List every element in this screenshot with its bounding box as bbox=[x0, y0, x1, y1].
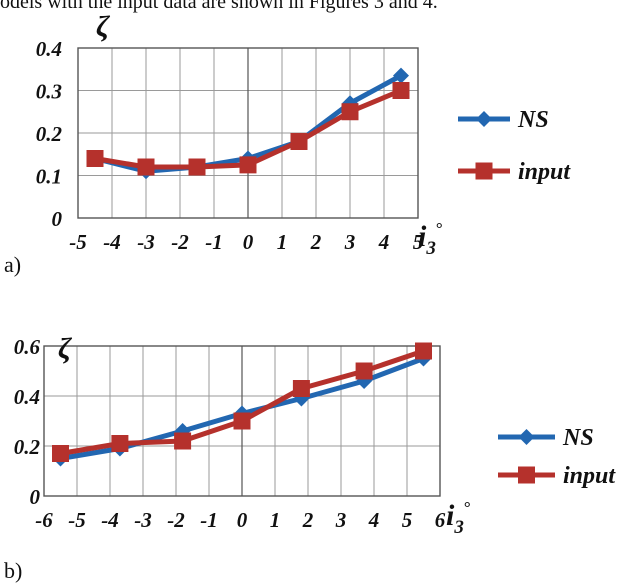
x-tick-label: -5 bbox=[68, 508, 86, 532]
data-point-input bbox=[239, 156, 257, 174]
x-tick-label: 3 bbox=[344, 230, 356, 254]
data-point-input bbox=[290, 133, 308, 150]
x-tick-label: 0 bbox=[243, 230, 254, 254]
data-point-input bbox=[341, 103, 359, 121]
x-tick-label: -3 bbox=[137, 230, 155, 254]
data-point-input bbox=[355, 362, 373, 380]
y-tick-label: 0.4 bbox=[14, 385, 40, 409]
x-tick-label: 5 bbox=[413, 230, 424, 254]
panel-label: a) bbox=[4, 252, 21, 277]
legend-marker-input bbox=[518, 466, 535, 484]
chart-a: -5 -4 -3 -2 -1 0 1 2 3 4 500.10.20.30.4ζi3°NSinput… bbox=[4, 10, 571, 277]
y-tick-label: 0 bbox=[52, 207, 63, 231]
y-tick-label: 0.3 bbox=[36, 80, 62, 104]
x-tick-label: -4 bbox=[101, 508, 119, 532]
data-point-input bbox=[111, 435, 129, 452]
chart-b: -6 -5 -4 -3 -2 -1 0 1 2 3 4 5 600.20.40.6 ζi3°NSinput… bbox=[4, 332, 616, 583]
data-point-input bbox=[174, 432, 192, 450]
x-tick-label: -1 bbox=[205, 230, 223, 254]
panel-label: b) bbox=[4, 558, 22, 583]
data-point-input bbox=[233, 412, 251, 430]
y-axis-label: ζ bbox=[96, 10, 111, 43]
legend-label-input: input bbox=[518, 159, 571, 185]
series-input bbox=[86, 82, 410, 176]
data-point-input bbox=[137, 158, 155, 176]
y-tick-label: 0.4 bbox=[36, 37, 62, 61]
x-tick-label: 6 bbox=[435, 508, 446, 532]
y-axis-label: ζ bbox=[58, 332, 73, 365]
x-tick-label: 1 bbox=[270, 508, 281, 532]
x-tick-label: -1 bbox=[200, 508, 218, 532]
legend-marker-input bbox=[475, 162, 493, 180]
series-input bbox=[52, 342, 432, 462]
x-tick-label: -4 bbox=[103, 230, 121, 254]
data-point-input bbox=[415, 342, 432, 360]
data-point-ns bbox=[393, 67, 409, 84]
x-tick-label: -6 bbox=[35, 508, 53, 532]
y-tick-label: 0.6 bbox=[14, 335, 41, 359]
y-tick-label: 0.2 bbox=[14, 435, 41, 459]
x-tick-label: -3 bbox=[134, 508, 152, 532]
data-point-input bbox=[52, 445, 69, 462]
legend-label-input: input bbox=[563, 463, 616, 489]
data-point-input bbox=[188, 158, 206, 176]
x-tick-label: 4 bbox=[378, 230, 390, 254]
legend-label-ns: NS bbox=[562, 425, 594, 451]
x-tick-label: 5 bbox=[402, 508, 413, 532]
x-tick-label: -5 bbox=[69, 230, 87, 254]
x-tick-label: 2 bbox=[310, 230, 322, 254]
y-tick-label: 0.1 bbox=[36, 165, 62, 189]
x-tick-label: 0 bbox=[237, 508, 248, 532]
intro-text: odels with the input data are shown in F… bbox=[0, 0, 438, 13]
y-tick-label: 0.2 bbox=[36, 122, 63, 146]
x-tick-label: 4 bbox=[368, 508, 380, 532]
data-point-input bbox=[392, 82, 410, 99]
y-tick-label: 0 bbox=[30, 485, 41, 509]
x-tick-label: 1 bbox=[277, 230, 288, 254]
x-tick-label: 2 bbox=[302, 508, 314, 532]
x-tick-label: -2 bbox=[171, 230, 189, 254]
legend: NS input bbox=[498, 425, 616, 489]
data-point-input bbox=[86, 150, 104, 167]
legend: NS input bbox=[458, 107, 571, 185]
x-tick-label: 3 bbox=[335, 508, 347, 532]
legend-marker-ns bbox=[518, 429, 535, 445]
data-point-input bbox=[292, 380, 310, 397]
legend-label-ns: NS bbox=[517, 107, 549, 133]
x-tick-label: -2 bbox=[167, 508, 185, 532]
x-axis-label: i3° bbox=[418, 219, 443, 259]
x-axis-label: i3° bbox=[446, 498, 471, 538]
legend-marker-ns bbox=[476, 111, 492, 127]
